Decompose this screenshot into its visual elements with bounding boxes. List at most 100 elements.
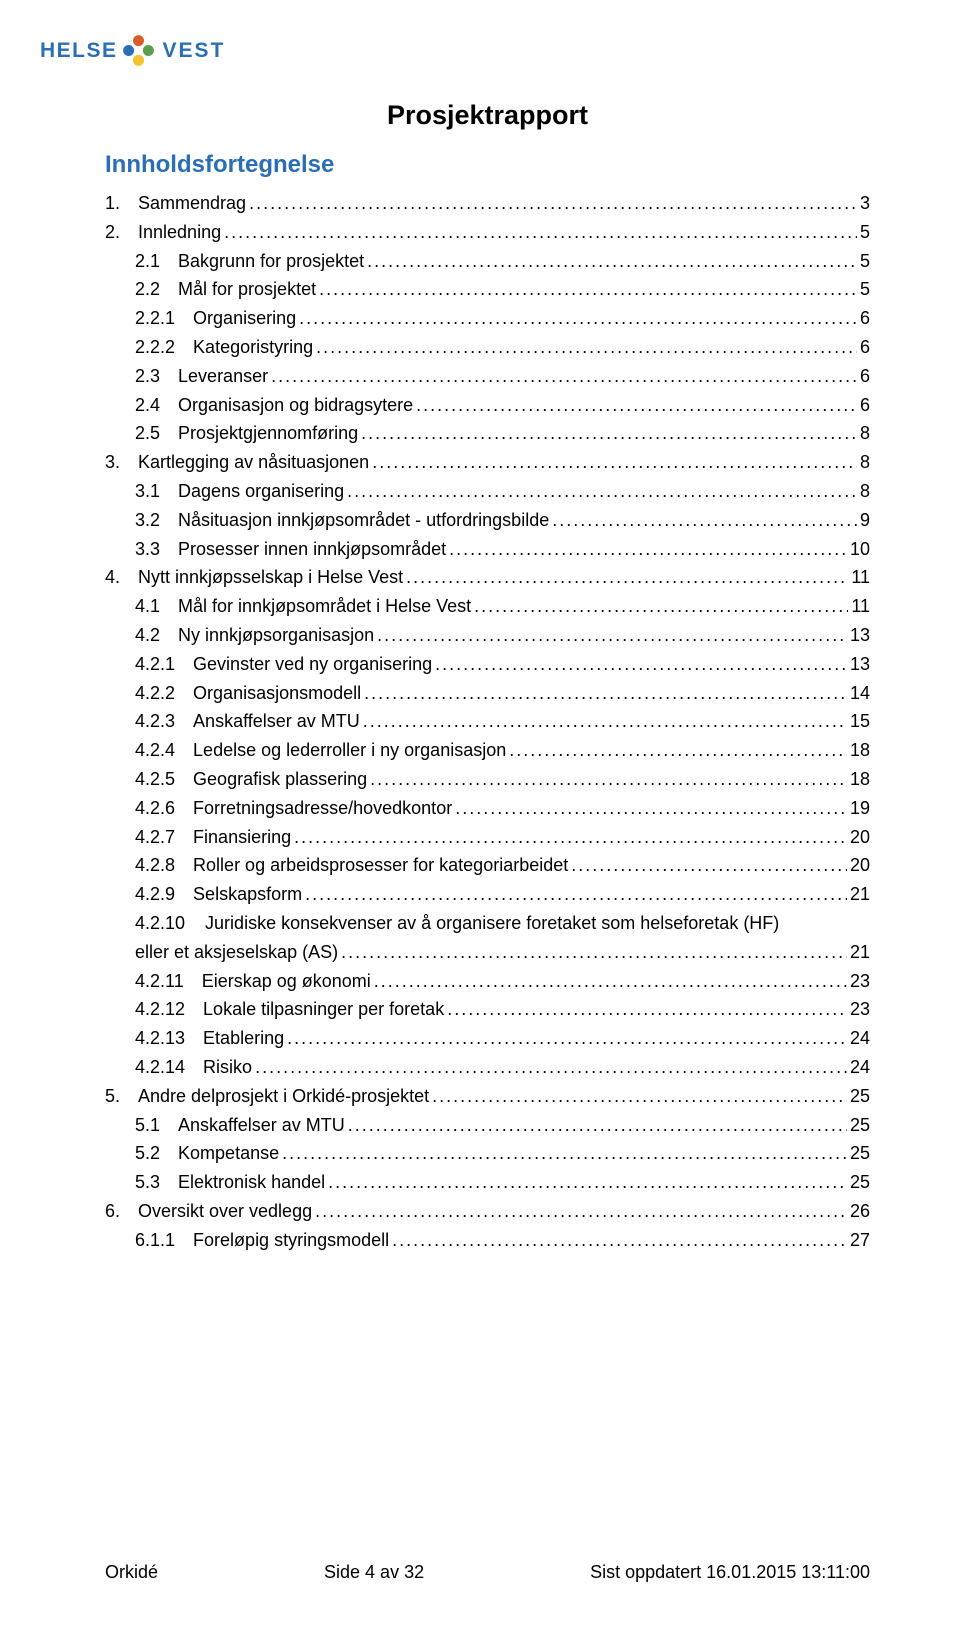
toc-entry-page: 6 (860, 391, 870, 420)
toc-entry-page: 6 (860, 304, 870, 333)
toc-entry-number: 5.2 (135, 1139, 160, 1168)
toc-entry[interactable]: 4.2.10 Juridiske konsekvenser av å organ… (105, 909, 870, 938)
toc-entry-number: 2.2 (135, 275, 160, 304)
toc-entry-label: Leveranser (178, 362, 268, 391)
toc-leader: ........................................… (377, 621, 847, 650)
toc-entry-label: Finansiering (193, 823, 291, 852)
toc-entry[interactable]: 2.3 Leveranser...........................… (105, 362, 870, 391)
toc-entry[interactable]: 4.2Ny innkjøpsorganisasjon..............… (105, 621, 870, 650)
toc-entry[interactable]: 6.Oversikt over vedlegg.................… (105, 1197, 870, 1226)
toc-leader: ........................................… (249, 189, 857, 218)
toc-entry-page: 21 (850, 938, 870, 967)
footer-left: Orkidé (105, 1562, 158, 1583)
toc-entry-page: 25 (850, 1168, 870, 1197)
toc-entry-number: 4.2.1 (135, 650, 175, 679)
toc-entry[interactable]: 4.1Mål for innkjøpsområdet i Helse Vest.… (105, 592, 870, 621)
toc-entry-page: 25 (850, 1082, 870, 1111)
logo-dots-icon (120, 33, 155, 68)
toc-entry[interactable]: 4.2.4Ledelse og lederroller i ny organis… (105, 736, 870, 765)
toc-entry-label: Elektronisk handel (178, 1168, 325, 1197)
toc-entry-page: 27 (850, 1226, 870, 1255)
toc-entry[interactable]: 5.Andre delprosjekt i Orkidé-prosjektet.… (105, 1082, 870, 1111)
toc-leader: ........................................… (294, 823, 847, 852)
toc-leader: ........................................… (370, 765, 847, 794)
toc-leader: ........................................… (224, 218, 857, 247)
toc-leader: ........................................… (449, 535, 847, 564)
toc-entry-label: Innledning (138, 218, 221, 247)
toc-entry[interactable]: 5.1Anskaffelser av MTU..................… (105, 1111, 870, 1140)
toc-entry-page: 25 (850, 1111, 870, 1140)
toc-leader: ........................................… (406, 563, 848, 592)
toc-entry-label: Etablering (203, 1024, 284, 1053)
toc-entry-number: 4. (105, 563, 120, 592)
toc-entry[interactable]: 6.1.1Foreløpig styringsmodell...........… (105, 1226, 870, 1255)
toc-entry-continuation[interactable]: eller et aksjeselskap (AS)..............… (105, 938, 870, 967)
toc-entry[interactable]: 4.2.5Geografisk plassering..............… (105, 765, 870, 794)
toc-leader: ........................................… (372, 448, 857, 477)
toc-entry[interactable]: 2.5Prosjektgjennomføring................… (105, 419, 870, 448)
toc-entry[interactable]: 2.2.1Organisering.......................… (105, 304, 870, 333)
toc-entry[interactable]: 2.Innledning............................… (105, 218, 870, 247)
toc-entry-label: Foreløpig styringsmodell (193, 1226, 389, 1255)
logo-text-left: HELSE (40, 39, 118, 63)
toc-entry[interactable]: 4.2.7Finansiering.......................… (105, 823, 870, 852)
toc-leader: ........................................… (416, 391, 857, 420)
toc-entry-label: Andre delprosjekt i Orkidé-prosjektet (138, 1082, 429, 1111)
toc-leader: ........................................… (455, 794, 847, 823)
toc-entry[interactable]: 3.2Nåsituasjon innkjøpsområdet - utfordr… (105, 506, 870, 535)
toc-entry[interactable]: 3.3Prosesser innen innkjøpsområdet......… (105, 535, 870, 564)
toc-leader: ........................................… (328, 1168, 847, 1197)
toc-entry-label: Ledelse og lederroller i ny organisasjon (193, 736, 506, 765)
toc-entry[interactable]: 4.2.14Risiko............................… (105, 1053, 870, 1082)
toc-entry[interactable]: 4.2.8Roller og arbeidsprosesser for kate… (105, 851, 870, 880)
toc-entry[interactable]: 2.2.2Kategoristyring....................… (105, 333, 870, 362)
toc-entry[interactable]: 3.Kartlegging av nåsituasjonen..........… (105, 448, 870, 477)
toc-entry-label: Geografisk plassering (193, 765, 367, 794)
toc-entry-number: 2.3 (135, 362, 160, 391)
toc-entry[interactable]: 2.1Bakgrunn for prosjektet..............… (105, 247, 870, 276)
toc-entry-number: 2.2.1 (135, 304, 175, 333)
toc-entry-label: Oversikt over vedlegg (138, 1197, 312, 1226)
toc-entry-page: 6 (860, 333, 870, 362)
toc-entry[interactable]: 4.2.6Forretningsadresse/hovedkontor.....… (105, 794, 870, 823)
toc-entry-label: Dagens organisering (178, 477, 344, 506)
toc-entry[interactable]: 4.Nytt innkjøpsselskap i Helse Vest.....… (105, 563, 870, 592)
toc-entry[interactable]: 3.1 Dagens organisering..................… (105, 477, 870, 506)
toc-entry-label: Organisering (193, 304, 296, 333)
toc-entry-number: 5.3 (135, 1168, 160, 1197)
toc-entry-page: 24 (850, 1024, 870, 1053)
toc-entry-label: Roller og arbeidsprosesser for kategoria… (193, 851, 568, 880)
toc-entry[interactable]: 4.2.12Lokale tilpasninger per foretak...… (105, 995, 870, 1024)
toc-leader: ........................................… (316, 333, 857, 362)
toc-entry[interactable]: 4.2.2Organisasjonsmodell................… (105, 679, 870, 708)
toc-entry-page: 25 (850, 1139, 870, 1168)
toc-entry-page: 5 (860, 247, 870, 276)
toc-entry-label: Bakgrunn for prosjektet (178, 247, 364, 276)
toc-entry-number: 5. (105, 1082, 120, 1111)
toc-entry[interactable]: 2.4Organisasjon og bidragsytere.........… (105, 391, 870, 420)
toc-entry[interactable]: 4.2.11Eierskap og økonomi...............… (105, 967, 870, 996)
toc-entry[interactable]: 5.2Kompetanse...........................… (105, 1139, 870, 1168)
toc-leader: ........................................… (392, 1226, 847, 1255)
toc-leader: ........................................… (271, 362, 857, 391)
toc-entry-number: 3.1 (135, 477, 160, 506)
toc-entry[interactable]: 4.2.13Etablering........................… (105, 1024, 870, 1053)
toc-entry-number: 5.1 (135, 1111, 160, 1140)
toc-leader: ........................................… (347, 477, 857, 506)
toc-entry[interactable]: 4.2.3Anskaffelser av MTU................… (105, 707, 870, 736)
toc-entry-page: 5 (860, 218, 870, 247)
toc-entry[interactable]: 5.3 Elektronisk handel...................… (105, 1168, 870, 1197)
toc-entry[interactable]: 1.Sammendrag............................… (105, 189, 870, 218)
toc-entry-number: 4.2 (135, 621, 160, 650)
toc-entry-label: Mål for innkjøpsområdet i Helse Vest (178, 592, 471, 621)
toc-entry[interactable]: 4.2.1Gevinster ved ny organisering......… (105, 650, 870, 679)
toc-entry-number: 3.2 (135, 506, 160, 535)
toc-entry[interactable]: 2.2Mål for prosjektet...................… (105, 275, 870, 304)
toc-leader: ........................................… (341, 938, 847, 967)
toc-leader: ........................................… (363, 707, 847, 736)
toc-entry-number: 4.2.12 (135, 995, 185, 1024)
toc-entry-page: 8 (860, 448, 870, 477)
toc-entry-label: Organisasjonsmodell (193, 679, 361, 708)
toc-entry[interactable]: 4.2.9Selskapsform.......................… (105, 880, 870, 909)
brand-logo: HELSE VEST (40, 38, 225, 63)
